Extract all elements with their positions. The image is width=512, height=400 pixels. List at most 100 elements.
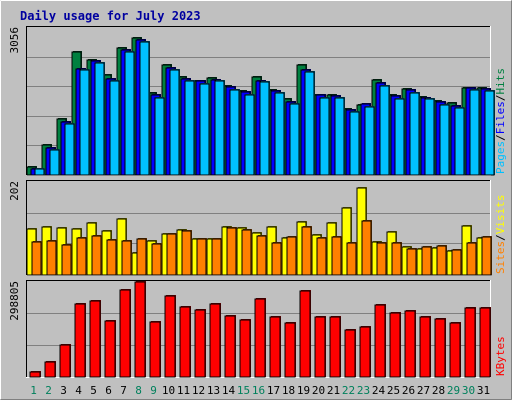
bar-face	[439, 104, 450, 176]
bar-face	[44, 361, 56, 378]
bar-kbytes	[74, 303, 86, 378]
bar-face	[466, 242, 477, 276]
bar-kbytes	[209, 303, 221, 378]
panel-legend: Pages/Files/Hits	[494, 68, 507, 174]
legend-entry: Visits	[494, 195, 507, 235]
bar-face	[314, 316, 326, 378]
bar-pages	[379, 85, 390, 176]
bar-face	[211, 238, 222, 276]
bar-face	[244, 94, 255, 176]
bar-face	[104, 320, 116, 378]
bar-face	[121, 240, 132, 276]
bar-face	[421, 246, 432, 276]
bar-pages	[214, 80, 225, 176]
bar-sites	[376, 242, 387, 276]
x-tick-label: 3	[60, 384, 67, 397]
bar-face	[344, 329, 356, 378]
x-tick-label: 7	[120, 384, 127, 397]
bar-face	[364, 106, 375, 176]
legend-entry: Files	[494, 101, 507, 134]
bar-face	[436, 245, 447, 276]
y-axis-max-label: 202	[8, 181, 21, 201]
chart-title: Daily usage for July 2023	[20, 9, 201, 23]
bar-kbytes	[389, 312, 401, 378]
bar-face	[404, 310, 416, 378]
bar-sites	[226, 227, 237, 276]
legend-entry: Hits	[494, 68, 507, 95]
bar-face	[59, 344, 71, 378]
bar-kbytes	[374, 304, 386, 378]
bar-face	[424, 98, 435, 176]
bar-pages	[169, 69, 180, 176]
bar-face	[151, 243, 162, 276]
bar-face	[469, 89, 480, 176]
bar-pages	[259, 81, 270, 176]
bar-face	[284, 322, 296, 378]
bar-kbytes	[254, 298, 266, 378]
x-tick-label: 19	[297, 384, 310, 397]
bar-kbytes	[119, 289, 131, 378]
bar-face	[286, 236, 297, 276]
bar-face	[349, 111, 360, 176]
bar-kbytes	[434, 318, 446, 378]
bar-face	[194, 309, 206, 378]
bar-face	[449, 322, 461, 378]
bar-sites	[46, 240, 57, 276]
bar-pages	[274, 92, 285, 176]
bar-sites	[346, 242, 357, 276]
bar-face	[154, 97, 165, 176]
bar-pages	[289, 103, 300, 176]
bar-face	[419, 316, 431, 378]
bar-face	[139, 41, 150, 176]
bar-sites	[421, 246, 432, 276]
panel-visits-sites: 202 Sites/Visits	[8, 180, 507, 276]
bar-face	[254, 298, 266, 378]
bar-face	[241, 229, 252, 276]
bar-face	[199, 83, 210, 176]
bar-sites	[301, 226, 312, 276]
bar-face	[61, 244, 72, 276]
bar-face	[196, 238, 207, 276]
bar-face	[304, 71, 315, 176]
bar-face	[271, 242, 282, 276]
bar-sites	[406, 248, 417, 276]
bar-pages	[484, 90, 495, 176]
bar-face	[389, 312, 401, 378]
bar-pages	[304, 71, 315, 176]
bar-face	[479, 307, 491, 378]
bar-kbytes	[29, 371, 41, 378]
bar-face	[256, 235, 267, 276]
bar-pages	[109, 80, 120, 176]
x-tick-label: 29	[447, 384, 460, 397]
bar-sites	[481, 236, 492, 276]
x-tick-label: 28	[432, 384, 445, 397]
bar-sites	[241, 229, 252, 276]
bar-pages	[454, 107, 465, 176]
bar-face	[406, 248, 417, 276]
bar-face	[374, 304, 386, 378]
chart-panels: 3056 Pages/Files/Hits 202 Sites/Visits 29880…	[8, 26, 507, 378]
bar-face	[361, 220, 372, 276]
bar-sites	[361, 220, 372, 276]
bar-pages	[124, 51, 135, 176]
bar-face	[331, 236, 342, 276]
x-tick-label: 20	[312, 384, 325, 397]
bar-kbytes	[104, 320, 116, 378]
bar-kbytes	[179, 306, 191, 378]
bar-sites	[181, 230, 192, 276]
bar-kbytes	[284, 322, 296, 378]
panel-legend: Sites/Visits	[494, 195, 507, 275]
x-tick-label: 8	[135, 384, 142, 397]
y-axis-max-label: 3056	[8, 27, 21, 54]
panel-kbytes: 298805 KBytes	[8, 280, 507, 378]
x-tick-label: 12	[192, 384, 205, 397]
x-tick-label: 9	[150, 384, 157, 397]
x-tick-label: 11	[177, 384, 190, 397]
x-tick-label: 17	[267, 384, 280, 397]
bar-sites	[121, 240, 132, 276]
bar-pages	[184, 80, 195, 176]
bar-face	[394, 98, 405, 176]
bar-face	[29, 371, 41, 378]
bar-face	[46, 240, 57, 276]
bar-pages	[244, 94, 255, 176]
